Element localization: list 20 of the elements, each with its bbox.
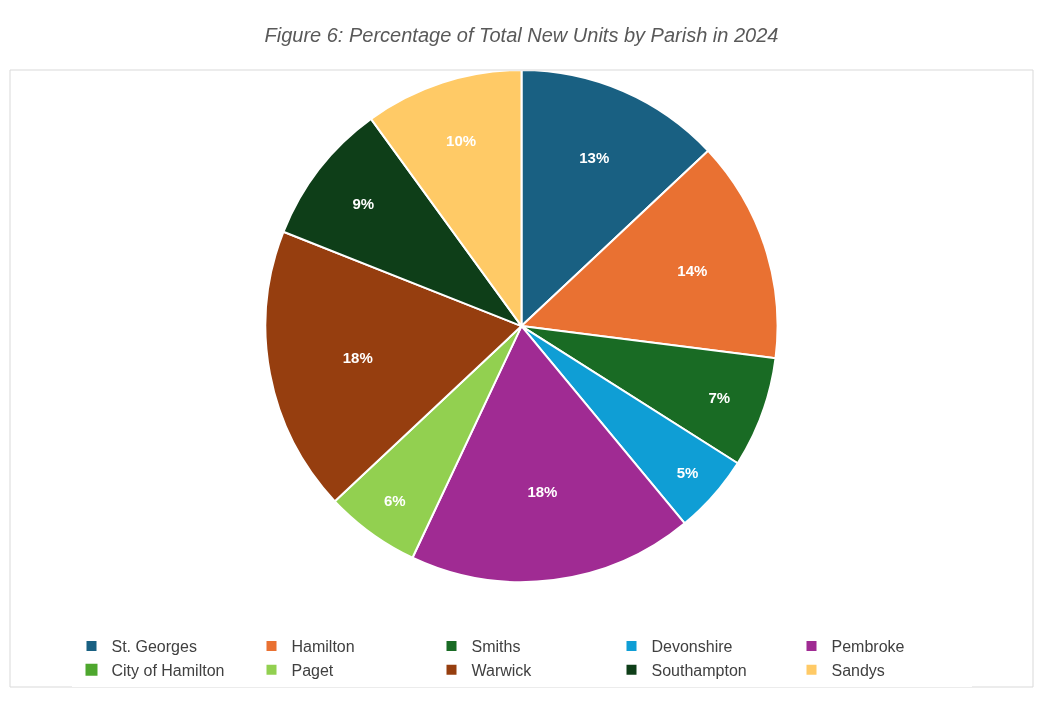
legend-label: Paget	[291, 661, 334, 679]
legend-label: St. Georges	[111, 638, 197, 656]
data-label: 6%	[383, 492, 406, 510]
data-label: 5%	[676, 463, 699, 481]
legend-label: Sandys	[831, 661, 885, 679]
legend-label: Warwick	[471, 661, 533, 679]
data-label: 14%	[677, 262, 708, 280]
chart-title: Figure 6: Percentage of Total New Units by Parish in 2024	[264, 24, 779, 47]
legend-label: Pembroke	[831, 638, 905, 656]
legend-label: Smiths	[471, 638, 521, 656]
data-label: 7%	[708, 388, 731, 406]
legend-label: Devonshire	[651, 638, 733, 656]
data-label: 18%	[342, 348, 373, 366]
legend-label: Southampton	[651, 661, 747, 679]
legend-label: City of Hamilton	[111, 661, 225, 679]
data-label: 13%	[579, 149, 610, 167]
legend-label: Hamilton	[291, 638, 355, 656]
data-label: 9%	[352, 194, 375, 212]
data-label: 18%	[527, 482, 558, 500]
data-label: 10%	[446, 131, 477, 149]
